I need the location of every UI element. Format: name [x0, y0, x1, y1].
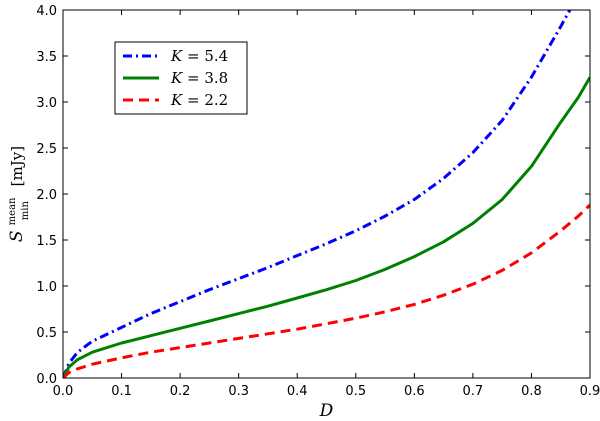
y-label-unit: [mJy] [8, 146, 26, 186]
y-label-subscript: min [20, 201, 31, 221]
y-axis-label: S mean min [mJy] [0, 146, 32, 242]
series-line-5-4 [63, 10, 572, 378]
y-tick-label: 3.5 [36, 50, 57, 65]
x-tick-label: 0.6 [404, 384, 425, 399]
x-tick-label: 0.1 [111, 384, 132, 399]
legend: K = 5.4 K = 3.8 K = 2.2 [114, 41, 248, 115]
y-tick-label: 2.0 [36, 188, 57, 203]
y-label-superscript: mean [7, 197, 18, 225]
y-tick-label: 0.5 [36, 326, 57, 341]
x-tick-label: 0.9 [580, 384, 600, 399]
series-line-2-2 [63, 203, 590, 378]
y-tick-label: 0.0 [36, 372, 57, 387]
y-tick-label: 4.0 [36, 4, 57, 19]
series-line-3-8 [63, 76, 590, 378]
y-label-symbol: S [7, 230, 27, 242]
legend-entry: K = 2.2 [123, 91, 228, 109]
legend-entry: K = 3.8 [123, 69, 228, 87]
y-tick-label: 1.0 [36, 280, 57, 295]
legend-entry: K = 5.4 [123, 47, 228, 65]
y-axis-ticks: 0.0 0.5 1.0 1.5 2.0 2.5 3.0 3.5 4.0 [36, 4, 590, 387]
x-axis-ticks: 0.0 0.1 0.2 0.3 0.4 0.5 0.6 0.7 0.8 0.9 [53, 10, 600, 399]
x-axis-label: D [319, 401, 334, 421]
y-tick-label: 1.5 [36, 234, 57, 249]
x-tick-label: 0.2 [170, 384, 191, 399]
x-tick-label: 0.7 [463, 384, 484, 399]
legend-label: K = 3.8 [170, 69, 228, 87]
x-tick-label: 0.4 [287, 384, 308, 399]
y-tick-label: 3.0 [36, 96, 57, 111]
legend-label: K = 2.2 [170, 91, 228, 109]
series-layer [63, 10, 590, 378]
x-tick-label: 0.8 [521, 384, 542, 399]
y-tick-label: 2.5 [36, 142, 57, 157]
legend-label: K = 5.4 [170, 47, 228, 65]
x-tick-label: 0.0 [53, 384, 74, 399]
x-tick-label: 0.3 [228, 384, 249, 399]
x-tick-label: 0.5 [345, 384, 366, 399]
